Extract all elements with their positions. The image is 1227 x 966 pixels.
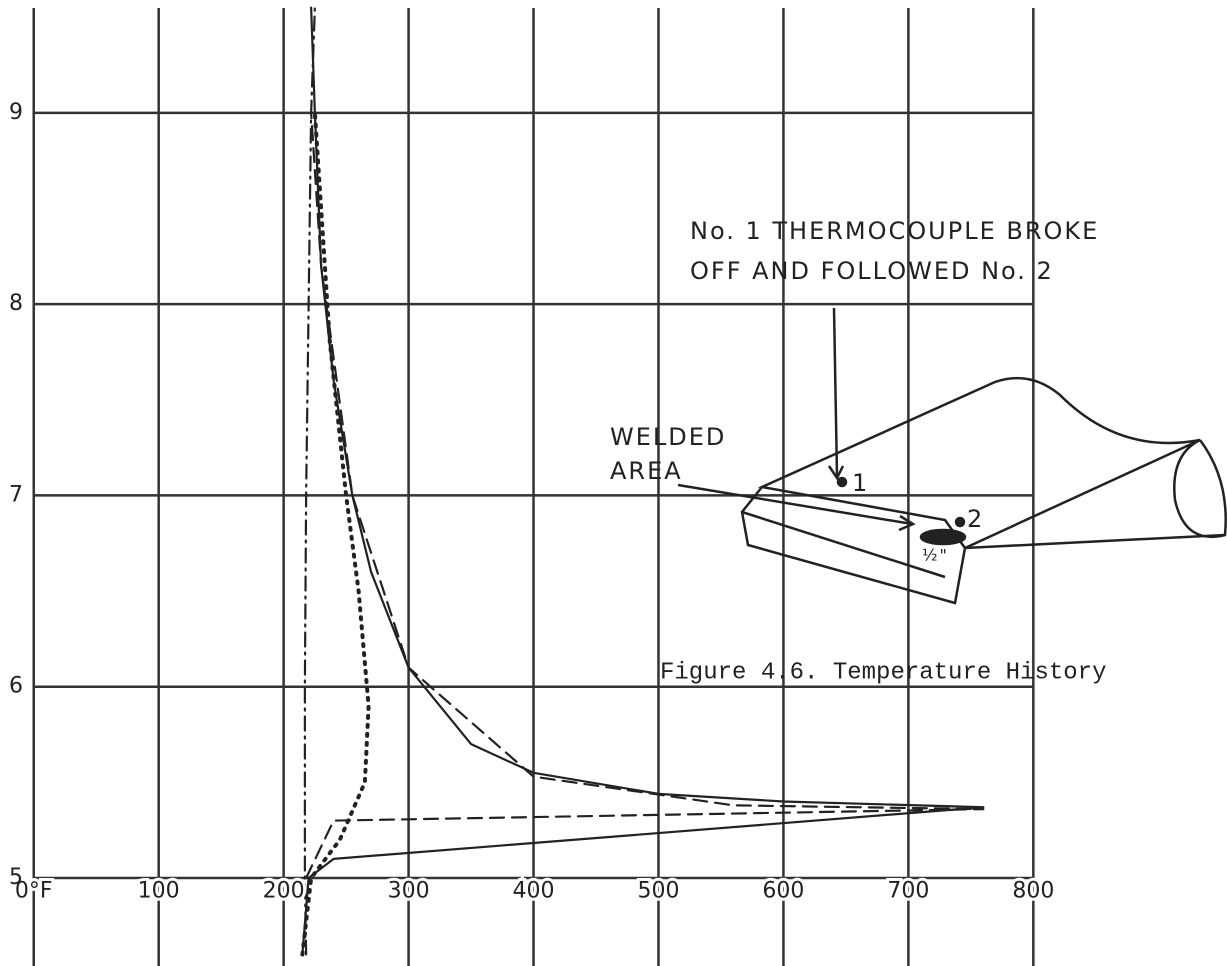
annotation: OFF AND FOLLOWED No. 2	[690, 257, 1054, 285]
grid	[34, 8, 1034, 966]
annotation: No. 1 THERMOCOUPLE BROKE	[690, 217, 1099, 245]
x-tick-label: 400	[513, 878, 555, 903]
plate-edge	[742, 512, 945, 577]
plate-end	[1174, 440, 1225, 537]
page: {"chart_data": { "type": "line", "title"…	[0, 0, 1227, 966]
y-tick-label: 7	[9, 482, 23, 507]
pointer-arrow	[678, 485, 912, 524]
plate-side	[965, 535, 1225, 548]
annotation: 1	[852, 469, 869, 497]
x-tick-label: 500	[637, 878, 679, 903]
x-tick-label: 100	[138, 878, 180, 903]
annotation: ½"	[922, 546, 949, 565]
y-tick-label: 6	[9, 674, 23, 699]
y-tick-label: 5	[9, 865, 23, 890]
chart-title: Figure 4.6. Temperature History	[660, 659, 1106, 686]
annotation: WELDED	[610, 423, 726, 451]
x-tick-label: 200	[263, 878, 305, 903]
x-tick-label: 600	[762, 878, 804, 903]
weld	[921, 530, 965, 544]
thermocouple-2	[956, 518, 964, 526]
x-tick-label: 800	[1012, 878, 1054, 903]
y-tick-label: 8	[9, 291, 23, 316]
thermocouple-1	[838, 478, 846, 486]
data-line	[302, 113, 368, 955]
chart: No. 1 THERMOCOUPLE BROKE OFF AND FOLLOWE…	[0, 0, 1227, 966]
annotation: 2	[967, 505, 984, 533]
pointer-arrow	[834, 308, 837, 476]
annotation: AREA	[610, 457, 683, 485]
y-tick-label: 9	[9, 100, 23, 125]
x-tick-label: 300	[388, 878, 430, 903]
x-tick-label: 700	[887, 878, 929, 903]
specimen-sketch	[678, 308, 1226, 603]
